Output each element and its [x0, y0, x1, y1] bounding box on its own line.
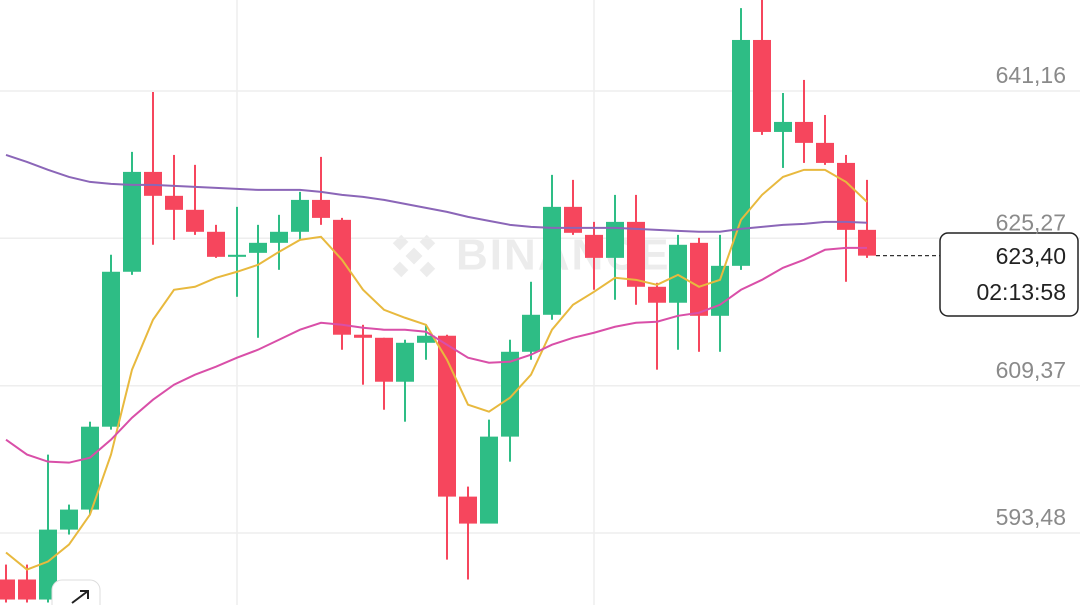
y-tick-label: 609,37: [996, 357, 1066, 383]
candle-body: [207, 231, 225, 257]
candle-body: [753, 39, 771, 132]
candle-body: [396, 342, 414, 382]
candle-body: [186, 209, 204, 232]
candle-body: [144, 171, 162, 196]
candle-body: [795, 121, 813, 143]
candle-body: [228, 254, 246, 257]
expand-icon[interactable]: [71, 590, 89, 604]
candle-body: [270, 231, 288, 243]
candle-body: [417, 335, 435, 343]
candle-body: [249, 242, 267, 253]
candle-body: [543, 206, 561, 315]
candle-body: [459, 496, 477, 524]
candle-body: [438, 335, 456, 497]
candle-body: [375, 337, 393, 382]
candle-body: [354, 334, 372, 338]
expand-button[interactable]: [51, 579, 101, 605]
candle-body: [0, 579, 15, 600]
candle-body: [627, 221, 645, 287]
candle-body: [123, 171, 141, 272]
candle-body: [333, 219, 351, 335]
candle-body: [837, 162, 855, 230]
candle-body: [81, 426, 99, 510]
candle-body: [711, 265, 729, 316]
y-tick-label: 593,48: [996, 504, 1066, 530]
candle-body: [690, 242, 708, 316]
candle-body: [60, 509, 78, 530]
candle-body: [480, 436, 498, 524]
moving-average-line: [5, 153, 868, 233]
price-box: [939, 232, 1079, 317]
candle-body: [648, 286, 666, 303]
candle-body: [165, 195, 183, 210]
candle-body: [102, 271, 120, 427]
candle-body: [585, 234, 603, 258]
y-tick-label: 641,16: [996, 62, 1066, 88]
candle-body: [816, 142, 834, 163]
candle-body: [774, 121, 792, 132]
moving-average-line: [5, 246, 867, 464]
candle-body: [39, 529, 57, 600]
countdown: 02:13:58: [976, 279, 1066, 305]
candle-body: [501, 351, 519, 437]
candle-body: [522, 314, 540, 352]
moving-average-line: [5, 168, 868, 571]
candle-body: [564, 206, 582, 233]
candle-body: [858, 229, 876, 256]
candle-body: [312, 199, 330, 218]
watermark-logo: [392, 234, 436, 278]
candle-body: [732, 39, 750, 266]
expand-button-bg[interactable]: [51, 579, 101, 605]
last-price-label: 623,40: [996, 243, 1066, 269]
candle-body: [606, 221, 624, 258]
candle-body: [291, 199, 309, 232]
candle-body: [18, 579, 36, 600]
y-tick-label: 625,27: [996, 209, 1066, 235]
